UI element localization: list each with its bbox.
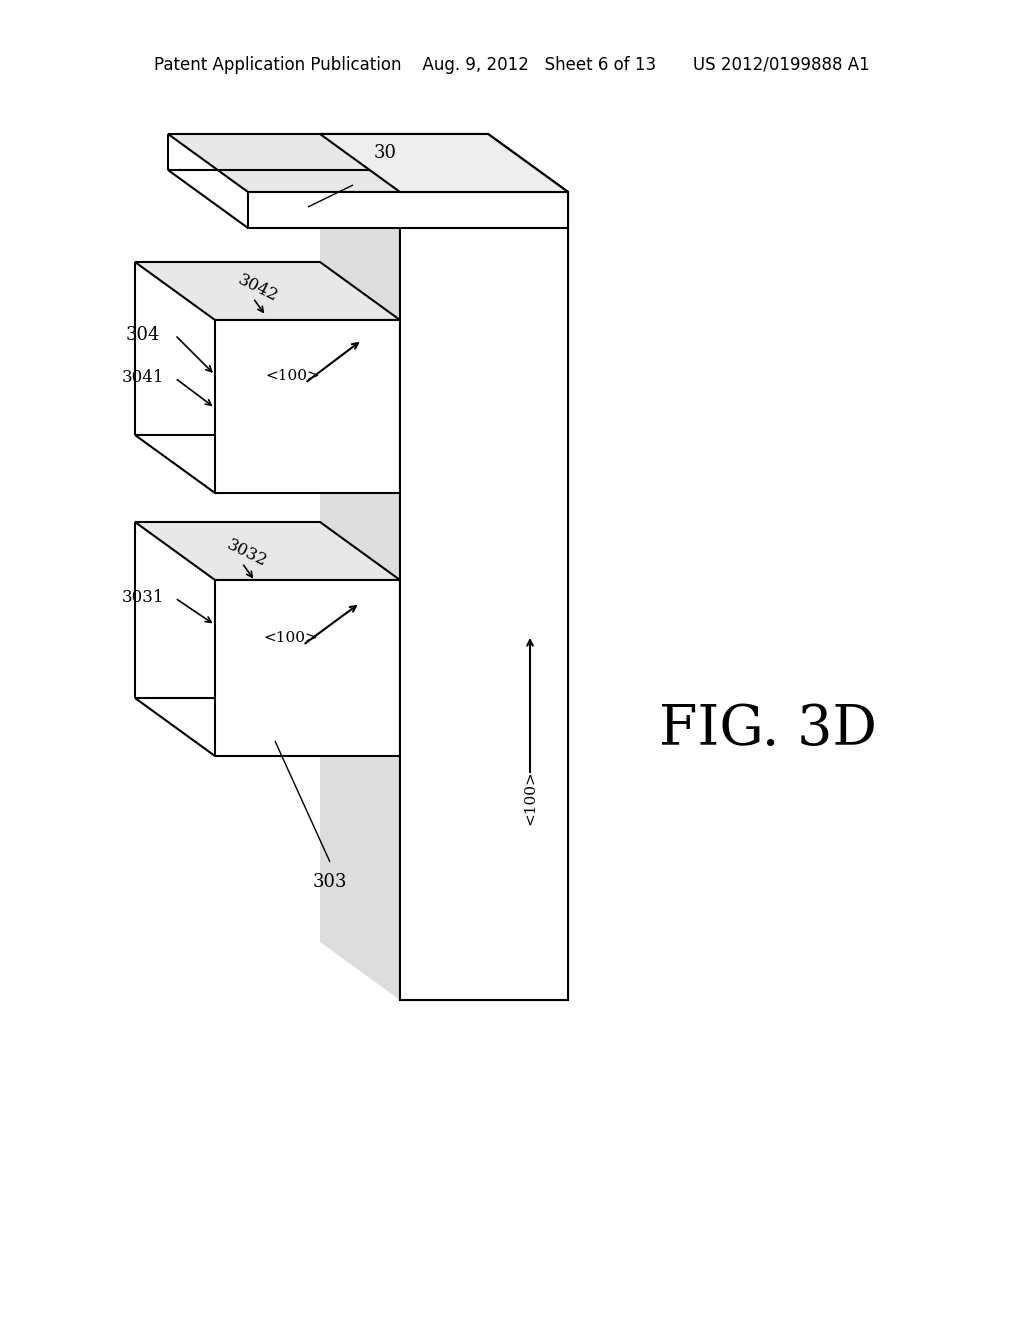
Polygon shape xyxy=(400,191,568,1001)
Text: <100>: <100> xyxy=(265,370,321,383)
Polygon shape xyxy=(135,521,400,579)
Text: FIG. 3D: FIG. 3D xyxy=(659,702,877,758)
Polygon shape xyxy=(215,319,400,492)
Polygon shape xyxy=(248,191,568,228)
Polygon shape xyxy=(168,135,568,191)
Polygon shape xyxy=(135,521,400,579)
Text: 303: 303 xyxy=(312,873,347,891)
Polygon shape xyxy=(319,135,568,191)
Polygon shape xyxy=(319,135,568,191)
Polygon shape xyxy=(319,135,400,1001)
Text: 304: 304 xyxy=(126,326,160,345)
Text: <100>: <100> xyxy=(523,771,537,825)
Polygon shape xyxy=(215,579,400,756)
Text: 3042: 3042 xyxy=(236,271,281,305)
Polygon shape xyxy=(215,579,400,756)
Polygon shape xyxy=(135,261,400,319)
Polygon shape xyxy=(319,135,568,191)
Text: 3031: 3031 xyxy=(122,590,164,606)
Polygon shape xyxy=(215,319,400,492)
Text: <100>: <100> xyxy=(263,631,318,645)
Text: 3041: 3041 xyxy=(122,370,164,387)
Text: Patent Application Publication    Aug. 9, 2012   Sheet 6 of 13       US 2012/019: Patent Application Publication Aug. 9, 2… xyxy=(155,55,869,74)
Polygon shape xyxy=(248,191,568,228)
Polygon shape xyxy=(135,261,400,319)
Polygon shape xyxy=(400,191,568,1001)
Text: 30: 30 xyxy=(374,144,396,162)
Text: 3032: 3032 xyxy=(224,536,270,570)
Polygon shape xyxy=(400,191,568,1001)
Polygon shape xyxy=(168,135,568,191)
